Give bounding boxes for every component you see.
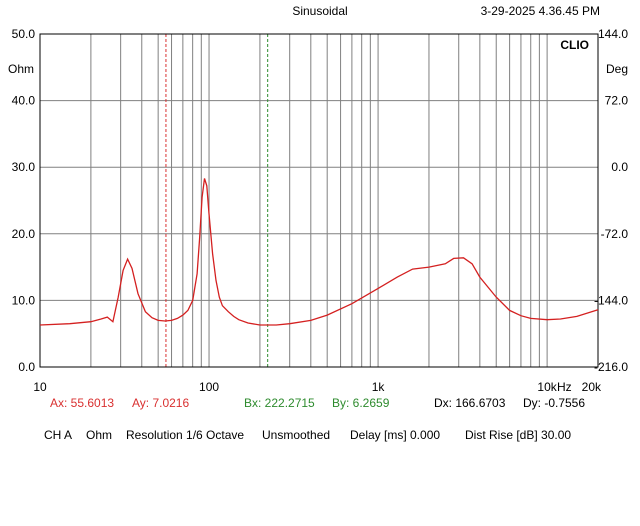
mode-label: Sinusoidal [292, 4, 347, 18]
cursor-b-x: Bx: 222.2715 [244, 396, 315, 410]
resolution-label: Resolution 1/6 Octave [126, 428, 245, 442]
right-tick-label: -144.0 [594, 293, 628, 307]
right-tick-label: 0.0 [611, 160, 628, 174]
dist-rise-label: Dist Rise [dB] 30.00 [465, 428, 572, 442]
axis-labels: 50.0 40.0 30.0 20.0 10.0 0.0 144.0 72.0 0.0 -72.0… [12, 27, 629, 394]
left-tick-label: 50.0 [12, 27, 36, 41]
timestamp: 3-29-2025 4.36.45 PM [481, 4, 600, 18]
cursor-lines [165, 34, 269, 367]
x-tick-label: 100 [199, 380, 219, 394]
grid-lines [40, 34, 598, 367]
cursor-dy: Dy: -0.7556 [523, 396, 586, 410]
cursor-a-x: Ax: 55.6013 [50, 396, 115, 410]
chart-svg: 50.0 40.0 30.0 20.0 10.0 0.0 144.0 72.0 0.0 -72.0… [8, 4, 629, 394]
x-tick-label: 1k [372, 380, 386, 394]
cursor-a-y: Ay: 7.0216 [132, 396, 190, 410]
x-tick-label: 20k [582, 380, 602, 394]
plot-frame [39, 33, 599, 368]
x-tick-label: 10 [33, 380, 47, 394]
x-axis-unit: Hz [557, 380, 572, 394]
status-bar: CH A Ohm Resolution 1/6 Octave Unsmoothe… [0, 428, 640, 444]
delay-label: Delay [ms] 0.000 [350, 428, 441, 442]
x-tick-label: 10k [537, 380, 557, 394]
left-tick-label: 0.0 [18, 360, 35, 374]
right-tick-label: -72.0 [601, 227, 629, 241]
smoothing-label: Unsmoothed [262, 428, 331, 442]
right-tick-label: 72.0 [605, 94, 629, 108]
cursor-dx: Dx: 166.6703 [434, 396, 506, 410]
left-tick-label: 10.0 [12, 293, 36, 307]
channel-label: CH A [44, 428, 73, 442]
left-axis-unit: Ohm [8, 62, 34, 76]
unit-label: Ohm [86, 428, 113, 442]
right-tick-label: -216.0 [594, 360, 628, 374]
left-tick-label: 30.0 [12, 160, 36, 174]
left-tick-label: 40.0 [12, 94, 36, 108]
right-axis-unit: Deg [606, 62, 628, 76]
impedance-curve [39, 178, 599, 326]
cursor-readout: Ax: 55.6013 Ay: 7.0216 Bx: 222.2715 By: … [0, 396, 640, 412]
cursor-b-y: By: 6.2659 [332, 396, 390, 410]
right-tick-label: 144.0 [598, 27, 628, 41]
left-tick-label: 20.0 [12, 227, 36, 241]
brand-logo: CLIO [560, 38, 589, 52]
